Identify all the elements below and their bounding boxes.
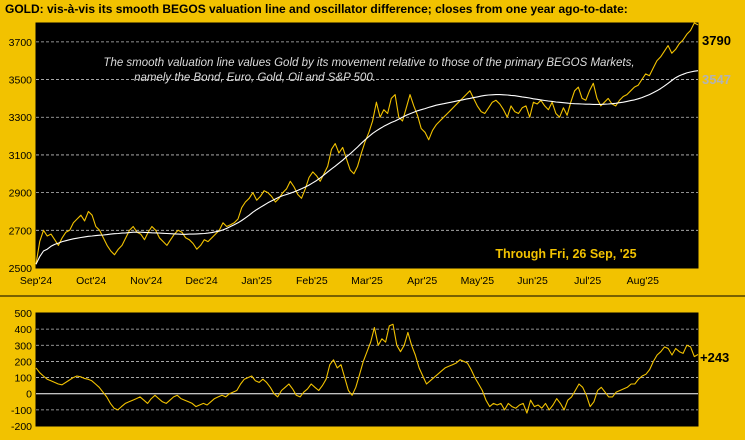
y-tick-label: -100 <box>11 405 32 417</box>
oscillator-line <box>35 323 699 414</box>
gold-price-line <box>35 22 699 265</box>
oscillator-gridlines <box>36 328 698 411</box>
oscillator-y-axis: -200 -100 0 100 200 300 400 500 <box>11 308 32 433</box>
x-tick-label: Mar'25 <box>351 275 383 287</box>
price-panel: 2500 2700 2900 3100 3300 3500 3700 Sep'24 Oct'2… <box>9 22 731 287</box>
y-tick-label: 200 <box>14 356 32 368</box>
x-tick-label: May'25 <box>461 275 495 287</box>
price-series <box>35 22 699 265</box>
chart-title: GOLD: vis-à-vis its smooth BEGOS valuati… <box>5 2 628 16</box>
y-tick-label: 3300 <box>9 112 33 124</box>
x-axis: Sep'24 Oct'24 Nov'24 Dec'24 Jan'25 Feb'25 Mar'… <box>20 275 659 287</box>
y-tick-label: 2500 <box>9 263 33 275</box>
last-valuation-label: 3547 <box>702 72 731 87</box>
through-date-label: Through Fri, 26 Sep, '25 <box>495 247 636 261</box>
y-tick-label: 2900 <box>9 188 33 200</box>
valuation-line <box>35 70 699 265</box>
chart-annotation-line-2: namely the Bond, Euro, Gold, Oil and S&P… <box>134 72 376 84</box>
x-tick-label: Dec'24 <box>185 275 218 287</box>
oscillator-panel: -200 -100 0 100 200 300 400 500 +243 <box>11 308 729 433</box>
y-tick-label: 100 <box>14 373 32 385</box>
x-tick-label: Oct'24 <box>76 275 106 287</box>
x-tick-label: Apr'25 <box>407 275 437 287</box>
x-tick-label: Feb'25 <box>296 275 328 287</box>
x-tick-label: Jun'25 <box>517 275 548 287</box>
y-tick-label: 2700 <box>9 225 33 237</box>
oscillator-plot-area <box>35 312 699 427</box>
x-tick-label: Jul'25 <box>574 275 601 287</box>
y-tick-label: 500 <box>14 308 32 320</box>
x-tick-label: Nov'24 <box>130 275 163 287</box>
chart-annotation-line-1: The smooth valuation line values Gold by… <box>103 57 634 69</box>
y-tick-label: 3100 <box>9 150 33 162</box>
y-tick-label: 400 <box>14 324 32 336</box>
x-tick-label: Sep'24 <box>20 275 53 287</box>
oscillator-series <box>35 323 699 414</box>
price-y-axis: 2500 2700 2900 3100 3300 3500 3700 <box>9 37 33 275</box>
y-tick-label: 0 <box>26 389 32 401</box>
y-tick-label: 3500 <box>9 75 33 87</box>
price-plot-area <box>35 22 699 269</box>
x-tick-label: Aug'25 <box>627 275 660 287</box>
last-price-label: 3790 <box>702 33 731 48</box>
y-tick-label: -200 <box>11 421 32 433</box>
y-tick-label: 3700 <box>9 37 33 49</box>
x-tick-label: Jan'25 <box>241 275 272 287</box>
oscillator-last-label: +243 <box>700 350 729 365</box>
y-tick-label: 300 <box>14 340 32 352</box>
price-gridlines <box>36 41 698 231</box>
